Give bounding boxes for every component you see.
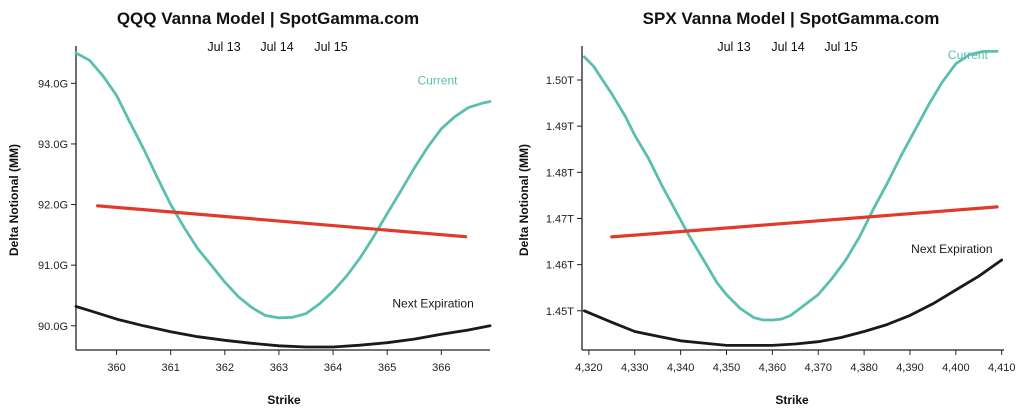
x-tick-label: 4,330 — [621, 362, 649, 374]
y-tick-label: 1.49T — [546, 121, 574, 133]
next-expiration-series-line — [582, 258, 1004, 347]
spot-series-line — [95, 204, 468, 239]
date-selector-jul-13[interactable]: Jul 13 — [717, 40, 750, 54]
next-expiration-series-label: Next Expiration — [911, 242, 992, 256]
y-tick-label: 1.46T — [546, 260, 574, 272]
date-selector-jul-14[interactable]: Jul 14 — [260, 40, 293, 54]
next-expiration-series-label: Next Expiration — [392, 297, 473, 311]
y-tick-label: 93.0G — [38, 139, 68, 151]
x-tick-label: 4,350 — [713, 362, 741, 374]
x-tick-label: 4,340 — [667, 362, 695, 374]
y-tick-label: 1.45T — [546, 306, 574, 318]
x-tick-label: 361 — [162, 362, 180, 374]
x-tick-label: 362 — [216, 362, 234, 374]
current-series-line — [582, 50, 999, 322]
x-tick-label: 364 — [324, 362, 342, 374]
chart-svg: SPX Vanna Model | SpotGamma.com Jul 13 Jul… — [517, 9, 1016, 407]
y-tick-label: 1.50T — [546, 75, 574, 87]
x-tick-label: 4,410 — [988, 362, 1016, 374]
x-tick-label: 4,360 — [759, 362, 787, 374]
x-axis-title: Strike — [267, 393, 301, 407]
qqq-vanna-chart: QQQ Vanna Model | SpotGamma.com Jul 13 Jul… — [7, 9, 492, 407]
x-tick-label: 360 — [107, 362, 125, 374]
date-selector-jul-15[interactable]: Jul 15 — [314, 40, 347, 54]
y-tick-label: 92.0G — [38, 200, 68, 212]
y-axis-title: Delta Notional (MM) — [7, 144, 21, 256]
date-selector-jul-14[interactable]: Jul 14 — [771, 40, 804, 54]
x-tick-label: 365 — [378, 362, 396, 374]
y-axis-title: Delta Notional (MM) — [517, 144, 531, 256]
x-axis-title: Strike — [775, 393, 809, 407]
current-series-label: Current — [948, 48, 989, 62]
x-tick-label: 4,320 — [575, 362, 603, 374]
x-tick-label: 4,400 — [942, 362, 970, 374]
x-tick-label: 4,370 — [804, 362, 832, 374]
spx-vanna-chart: SPX Vanna Model | SpotGamma.com Jul 13 Jul… — [512, 0, 1024, 411]
x-tick-label: 366 — [432, 362, 450, 374]
y-tick-label: 1.48T — [546, 167, 574, 179]
date-selector-jul-15[interactable]: Jul 15 — [824, 40, 857, 54]
y-tick-label: 90.0G — [38, 321, 68, 333]
x-tick-label: 4,390 — [896, 362, 924, 374]
chart-title: SPX Vanna Model | SpotGamma.com — [643, 9, 940, 28]
y-tick-label: 1.47T — [546, 213, 574, 225]
current-series-label: Current — [418, 74, 459, 88]
chart-svg: QQQ Vanna Model | SpotGamma.com Jul 13 Jul… — [7, 9, 492, 407]
x-tick-label: 363 — [270, 362, 288, 374]
spot-series-line — [610, 205, 999, 239]
x-tick-label: 4,380 — [850, 362, 878, 374]
next-expiration-series-line — [74, 304, 492, 349]
date-selector-jul-13[interactable]: Jul 13 — [207, 40, 240, 54]
y-tick-label: 94.0G — [38, 78, 68, 90]
current-series-line — [74, 51, 492, 320]
y-tick-label: 91.0G — [38, 260, 68, 272]
chart-title: QQQ Vanna Model | SpotGamma.com — [117, 9, 419, 28]
